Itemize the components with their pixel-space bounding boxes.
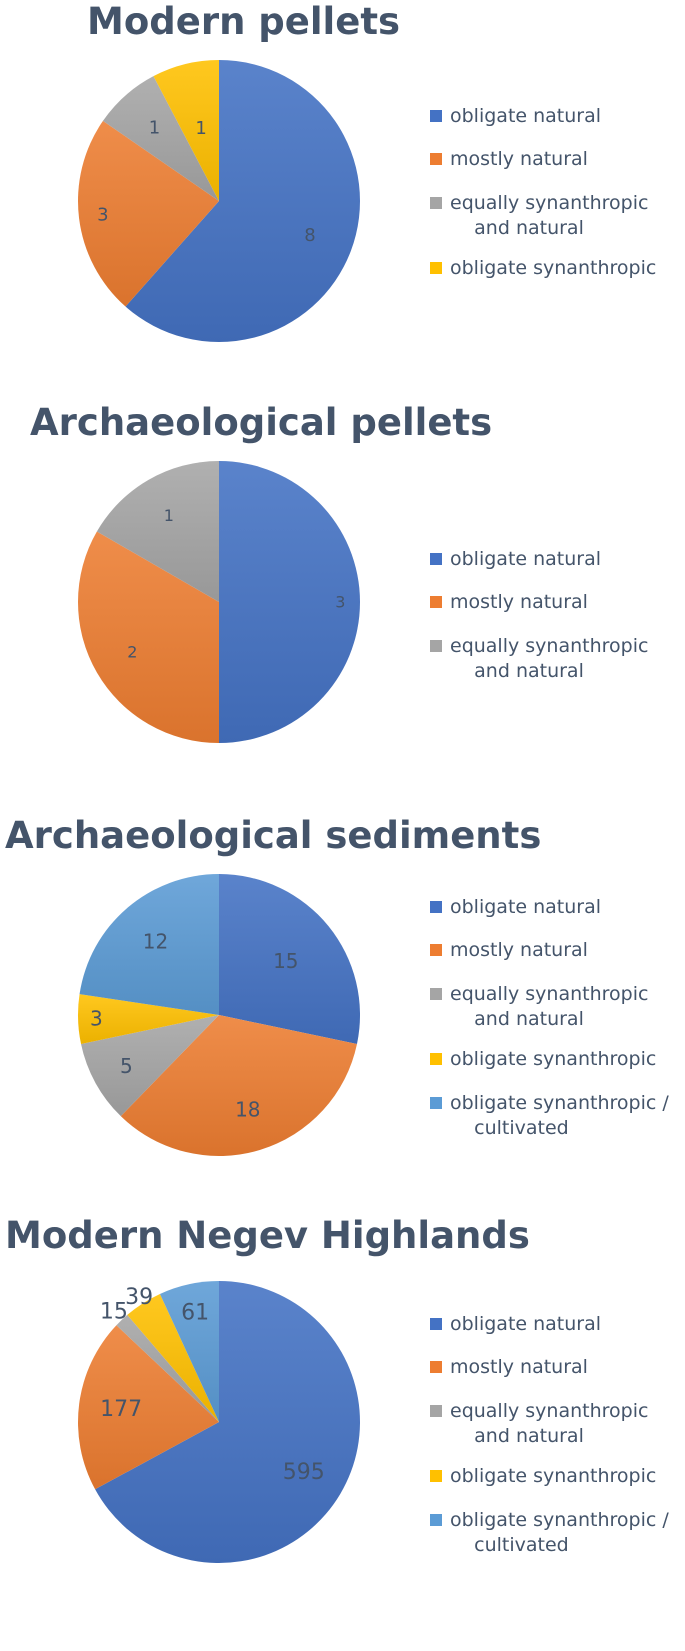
legend-swatch [430,901,442,913]
legend-item-equally-synanthropic-natural: equally synanthropic and natural [430,634,648,684]
pie-slice-obligate-synanthropic-cultivated [159,1281,219,1422]
pie-slice-obligate-natural [219,874,361,1045]
legend-item-equally-synanthropic-natural: equally synanthropic and natural [430,1399,648,1449]
pie-data-label: 3 [90,1007,103,1031]
pie-data-label: 18 [235,1097,260,1121]
legend-swatch [430,1053,442,1065]
pie-data-label: 5 [120,1054,133,1078]
legend-label: obligate natural [450,896,602,918]
legend-item-obligate-synanthropic-cultivated: obligate synanthropic / cultivated [430,1508,669,1558]
pie-data-label: 3 [97,205,108,226]
legend-swatch [430,1097,442,1109]
chart-title: Archaeological sediments [5,814,542,857]
legend-item-obligate-synanthropic-cultivated: obligate synanthropic / cultivated [430,1091,669,1141]
legend-item-obligate-synanthropic: obligate synanthropic [430,1047,656,1072]
pie-data-label: 61 [181,1301,209,1326]
pie-slice-obligate-synanthropic [127,1293,219,1422]
pie-slice-obligate-natural [219,461,360,743]
pie-slice-equally-synanthropic-natural [102,76,219,201]
legend-swatch [430,197,442,209]
pie-data-label: 2 [127,643,137,662]
chart-panel-archaeological-pellets: Archaeological pellets 3 2 1 obligate natu… [0,390,685,780]
pie-data-label: 595 [283,1460,325,1485]
chart-panel-archaeological-sediments: Archaeological sediments 15 18 5 3 12 obliga… [0,810,685,1180]
legend-item-mostly-natural: mostly natural [430,1355,588,1380]
legend-swatch [430,1361,442,1373]
legend-label: mostly natural [450,1356,588,1378]
legend-item-obligate-synanthropic: obligate synanthropic [430,256,656,281]
pie-slice-equally-synanthropic-natural [81,1015,220,1117]
legend-swatch [430,1318,442,1330]
legend-swatch [430,1514,442,1526]
pie-chart: 3 2 1 [77,461,360,743]
pie-data-label: 15 [273,949,298,973]
legend-swatch [430,596,442,608]
legend-label: obligate synanthropic / cultivated [450,1092,669,1139]
legend-label: equally synanthropic and natural [450,1400,649,1447]
pie-slice-mostly-natural [77,531,219,743]
pie-slice-obligate-synanthropic-cultivated [79,874,219,1015]
legend-swatch [430,262,442,274]
legend-label: obligate natural [450,1313,602,1335]
legend-label: mostly natural [450,939,588,961]
pie-chart: 15 18 53 12 [78,874,361,1157]
legend-label: equally synanthropic and natural [450,983,649,1030]
pie-slice-obligate-natural [95,1281,361,1563]
pie-data-label: 177 [100,1397,142,1422]
legend-item-obligate-natural: obligate natural [430,547,601,572]
legend-label: mostly natural [450,148,588,170]
legend-swatch [430,1470,442,1482]
pie-slice-obligate-natural [125,60,361,342]
pie-data-label: 1 [195,118,206,139]
chart-panel-modern-pellets: Modern pellets 8 3 1 1 obligate natural most… [0,0,685,380]
chart-title: Modern Negev Highlands [5,1214,530,1257]
legend-item-mostly-natural: mostly natural [430,938,588,963]
pie-chart: 8 3 1 1 [77,60,361,342]
legend-item-obligate-natural: obligate natural [430,104,601,129]
pie-data-label: 3 [335,593,345,612]
pie-slice-mostly-natural [78,1325,219,1490]
chart-title: Archaeological pellets [30,401,493,444]
pie-data-label: 12 [143,929,168,953]
pie-slice-mostly-natural [77,120,219,307]
pie-data-label: 1 [164,506,174,525]
legend-swatch [430,944,442,956]
pie-data-label: 8 [304,225,315,246]
pie-slice-equally-synanthropic-natural [96,461,219,602]
legend-swatch [430,640,442,652]
pie-data-label: 15 [100,1299,128,1324]
legend-label: obligate synanthropic [450,1465,657,1487]
pie-slice-obligate-synanthropic [153,60,219,201]
legend-item-obligate-natural: obligate natural [430,1312,601,1337]
pie-slice-obligate-synanthropic [78,994,219,1045]
chart-panel-modern-negev-highlands: Modern Negev Highlands 595 177 15 39 61 obli… [0,1210,685,1651]
legend-label: mostly natural [450,591,588,613]
pie-slice-equally-synanthropic-natural [116,1314,219,1422]
legend-label: obligate natural [450,105,602,127]
pie-data-label: 1 [149,118,160,139]
legend-label: obligate synanthropic [450,1048,657,1070]
legend-label: obligate synanthropic [450,257,657,279]
legend-swatch [430,988,442,1000]
legend-swatch [430,1405,442,1417]
legend-item-obligate-synanthropic: obligate synanthropic [430,1464,656,1489]
legend-label: obligate natural [450,548,602,570]
legend-item-obligate-natural: obligate natural [430,895,601,920]
legend-label: equally synanthropic and natural [450,635,649,682]
legend-item-mostly-natural: mostly natural [430,147,588,172]
chart-title: Modern pellets [87,0,401,43]
pie-slice-mostly-natural [120,1015,357,1157]
legend-item-equally-synanthropic-natural: equally synanthropic and natural [430,191,648,241]
legend-swatch [430,153,442,165]
legend-swatch [430,110,442,122]
legend-item-equally-synanthropic-natural: equally synanthropic and natural [430,982,648,1032]
pie-data-label: 39 [125,1285,153,1310]
legend-item-mostly-natural: mostly natural [430,590,588,615]
legend-swatch [430,553,442,565]
legend-label: equally synanthropic and natural [450,192,649,239]
legend-label: obligate synanthropic / cultivated [450,1509,669,1556]
